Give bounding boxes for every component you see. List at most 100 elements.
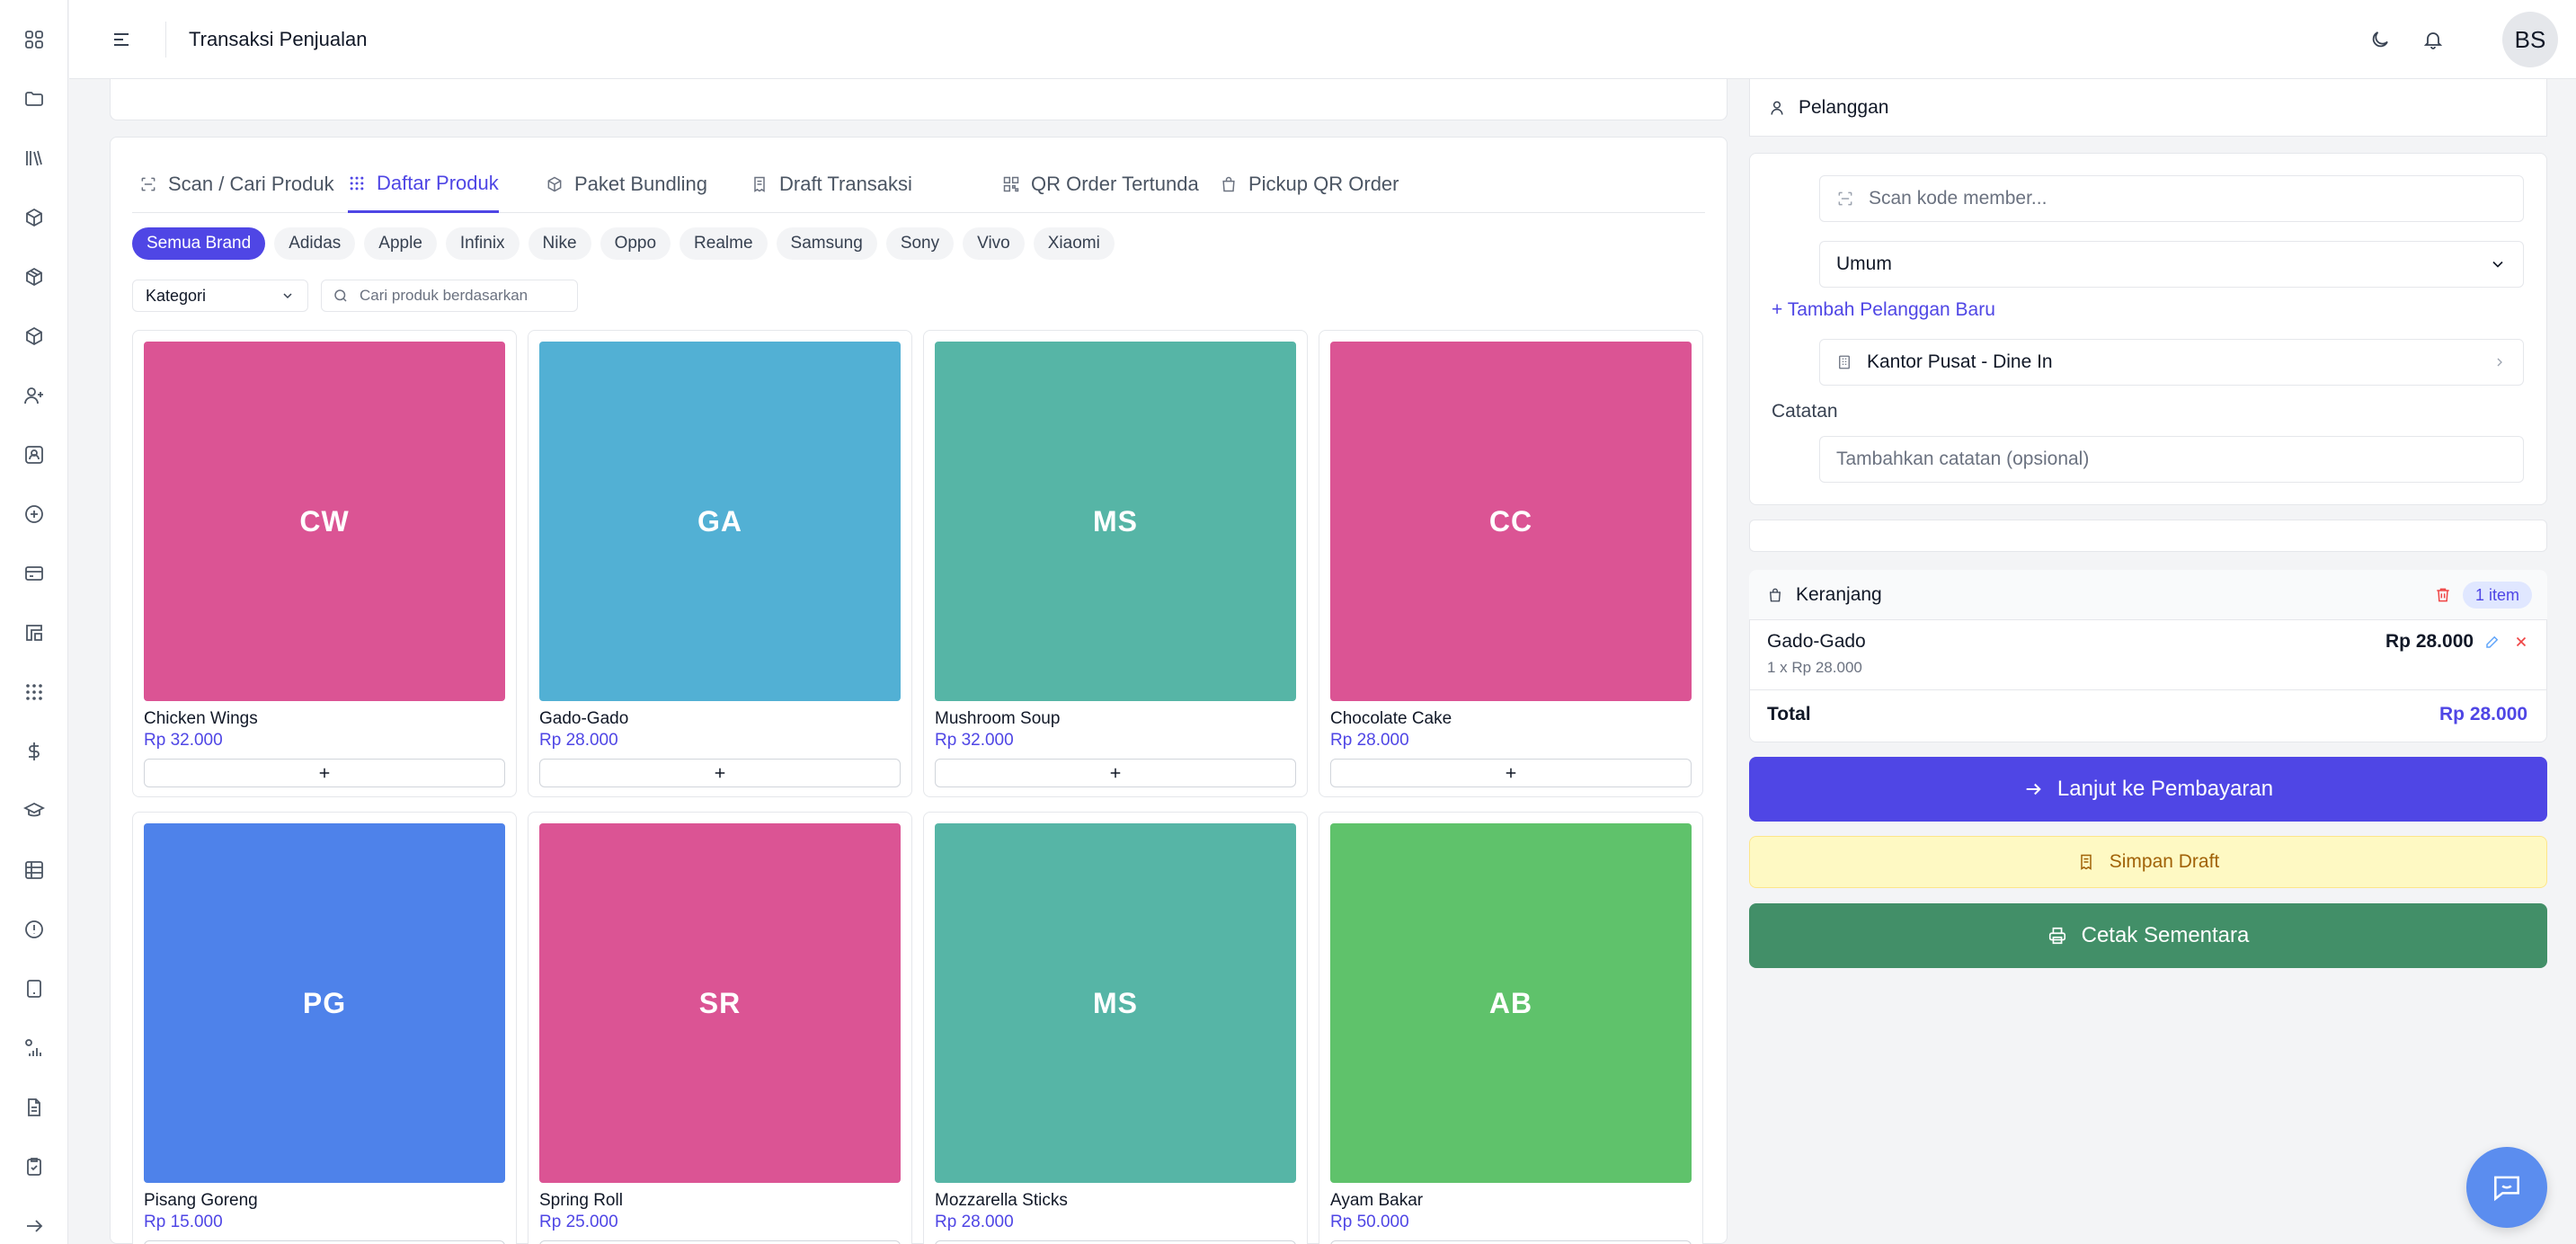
plus-icon <box>1107 765 1124 781</box>
package-icon[interactable] <box>20 262 49 291</box>
cart-header <box>1749 570 2547 620</box>
tab-scan[interactable]: Scan / Cari Produk <box>139 156 334 213</box>
folder-icon[interactable] <box>20 84 49 113</box>
brand-chip[interactable]: Samsung <box>776 227 877 260</box>
product-thumbnail: CW <box>144 342 505 701</box>
product-card[interactable]: PG Pisang Goreng Rp 15.000 <box>132 812 517 1244</box>
location-selector[interactable]: Kantor Pusat - Dine In <box>1819 339 2524 386</box>
cart-item-subtotal: Rp 28.000 <box>2385 631 2474 652</box>
brand-chip[interactable]: Xiaomi <box>1033 227 1115 260</box>
add-to-cart-button[interactable] <box>935 1240 1296 1244</box>
plus-circle-icon[interactable] <box>20 500 49 529</box>
save-draft-button[interactable]: Simpan Draft <box>1749 836 2547 888</box>
receipt-icon <box>2077 853 2095 871</box>
brand-chip[interactable]: Oppo <box>600 227 671 260</box>
clipboard-check-icon[interactable] <box>20 1152 49 1181</box>
product-thumbnail: MS <box>935 823 1296 1183</box>
chevron-down-icon <box>280 289 295 303</box>
cart-title: Keranjang <box>1796 584 1882 605</box>
product-card[interactable]: MS Mozzarella Sticks Rp 28.000 <box>923 812 1308 1244</box>
add-to-cart-button[interactable] <box>1330 1240 1692 1244</box>
print-button[interactable]: Cetak Sementara <box>1749 903 2547 968</box>
brand-chip[interactable]: Adidas <box>274 227 356 260</box>
edit-icon[interactable] <box>2484 634 2500 650</box>
grid-icon[interactable] <box>20 678 49 706</box>
product-price: Rp 32.000 <box>144 731 223 750</box>
box-icon[interactable] <box>20 203 49 232</box>
brand-chip[interactable]: Vivo <box>963 227 1025 260</box>
building-icon <box>1836 354 1852 370</box>
product-card[interactable]: CC Chocolate Cake Rp 28.000 <box>1319 330 1703 797</box>
moon-icon[interactable] <box>2364 23 2396 56</box>
tab-label: Pickup QR Order <box>1248 173 1399 195</box>
pay-button[interactable]: Lanjut ke Pembayaran <box>1749 757 2547 822</box>
tab-label: QR Order Tertunda <box>1031 173 1199 195</box>
tab-pickup-qr-order[interactable]: Pickup QR Order <box>1220 156 1399 213</box>
brand-chip[interactable]: Realme <box>680 227 768 260</box>
arrow-right-icon[interactable] <box>20 1212 49 1240</box>
search-input[interactable] <box>360 287 557 305</box>
tab-label: Paket Bundling <box>574 173 707 195</box>
add-to-cart-button[interactable] <box>539 1240 901 1244</box>
add-customer-link[interactable]: + Tambah Pelanggan Baru <box>1772 299 1995 320</box>
chat-button[interactable] <box>2466 1147 2547 1228</box>
product-thumbnail: GA <box>539 342 901 701</box>
product-price: Rp 28.000 <box>1330 731 1409 750</box>
file-text-icon[interactable] <box>20 1093 49 1122</box>
dashboard-icon[interactable] <box>20 25 49 54</box>
member-code-input[interactable] <box>1869 188 2507 209</box>
product-card[interactable]: CW Chicken Wings Rp 32.000 <box>132 330 517 797</box>
brand-chip[interactable]: Nike <box>528 227 591 260</box>
product-card[interactable]: AB Ayam Bakar Rp 50.000 <box>1319 812 1703 1244</box>
tab-draft-transaksi[interactable]: Draft Transaksi <box>751 156 912 213</box>
tablet-icon[interactable] <box>20 974 49 1003</box>
note-field[interactable] <box>1819 436 2524 483</box>
user-plus-icon[interactable] <box>20 381 49 410</box>
brand-chip[interactable]: Apple <box>364 227 437 260</box>
grid-icon <box>348 174 366 192</box>
remove-item-icon[interactable] <box>2513 634 2529 650</box>
tab-paket-bundling[interactable]: Paket Bundling <box>546 156 707 213</box>
cart-title-row: Keranjang <box>1767 584 1882 606</box>
product-name: Ayam Bakar <box>1330 1191 1424 1210</box>
table-icon[interactable] <box>20 856 49 884</box>
tab-qr-order-tertunda[interactable]: QR Order Tertunda <box>1002 156 1199 213</box>
trash-icon[interactable] <box>2434 586 2452 604</box>
kategori-select[interactable]: Kategori <box>132 280 308 312</box>
layout-icon[interactable] <box>20 618 49 647</box>
product-search[interactable] <box>321 280 578 312</box>
package-alt-icon[interactable] <box>20 322 49 351</box>
brand-chip[interactable]: Infinix <box>445 227 520 260</box>
product-card[interactable]: SR Spring Roll Rp 25.000 <box>528 812 912 1244</box>
total-label: Total <box>1767 704 1811 724</box>
brand-chip[interactable]: Semua Brand <box>132 227 266 260</box>
product-card[interactable]: GA Gado-Gado Rp 28.000 <box>528 330 912 797</box>
brand-chip[interactable]: Sony <box>885 227 955 260</box>
tab-label: Scan / Cari Produk <box>168 173 334 195</box>
note-input[interactable] <box>1836 449 2507 470</box>
add-to-cart-button[interactable] <box>1330 759 1692 787</box>
bell-icon[interactable] <box>2417 23 2449 56</box>
dollar-icon[interactable] <box>20 737 49 766</box>
customer-select[interactable]: Umum <box>1819 241 2524 288</box>
graduation-cap-icon[interactable] <box>20 796 49 825</box>
add-to-cart-button[interactable] <box>144 1240 505 1244</box>
product-thumbnail: AB <box>1330 823 1692 1183</box>
bar-chart-icon[interactable] <box>20 1034 49 1062</box>
product-name: Gado-Gado <box>539 709 629 728</box>
add-to-cart-button[interactable] <box>935 759 1296 787</box>
add-to-cart-button[interactable] <box>144 759 505 787</box>
info-circle-icon[interactable] <box>20 915 49 944</box>
library-icon[interactable] <box>20 144 49 173</box>
scan-icon <box>139 175 157 193</box>
menu-toggle-icon[interactable] <box>107 25 136 54</box>
add-to-cart-button[interactable] <box>539 759 901 787</box>
product-thumbnail: SR <box>539 823 901 1183</box>
avatar[interactable]: BS <box>2502 12 2558 67</box>
contact-card-icon[interactable] <box>20 440 49 469</box>
credit-card-icon[interactable] <box>20 559 49 588</box>
product-card[interactable]: MS Mushroom Soup Rp 32.000 <box>923 330 1308 797</box>
member-scan-field[interactable] <box>1819 175 2524 222</box>
tab-label: Daftar Produk <box>377 171 499 194</box>
tab-daftar-produk[interactable]: Daftar Produk <box>348 156 499 213</box>
